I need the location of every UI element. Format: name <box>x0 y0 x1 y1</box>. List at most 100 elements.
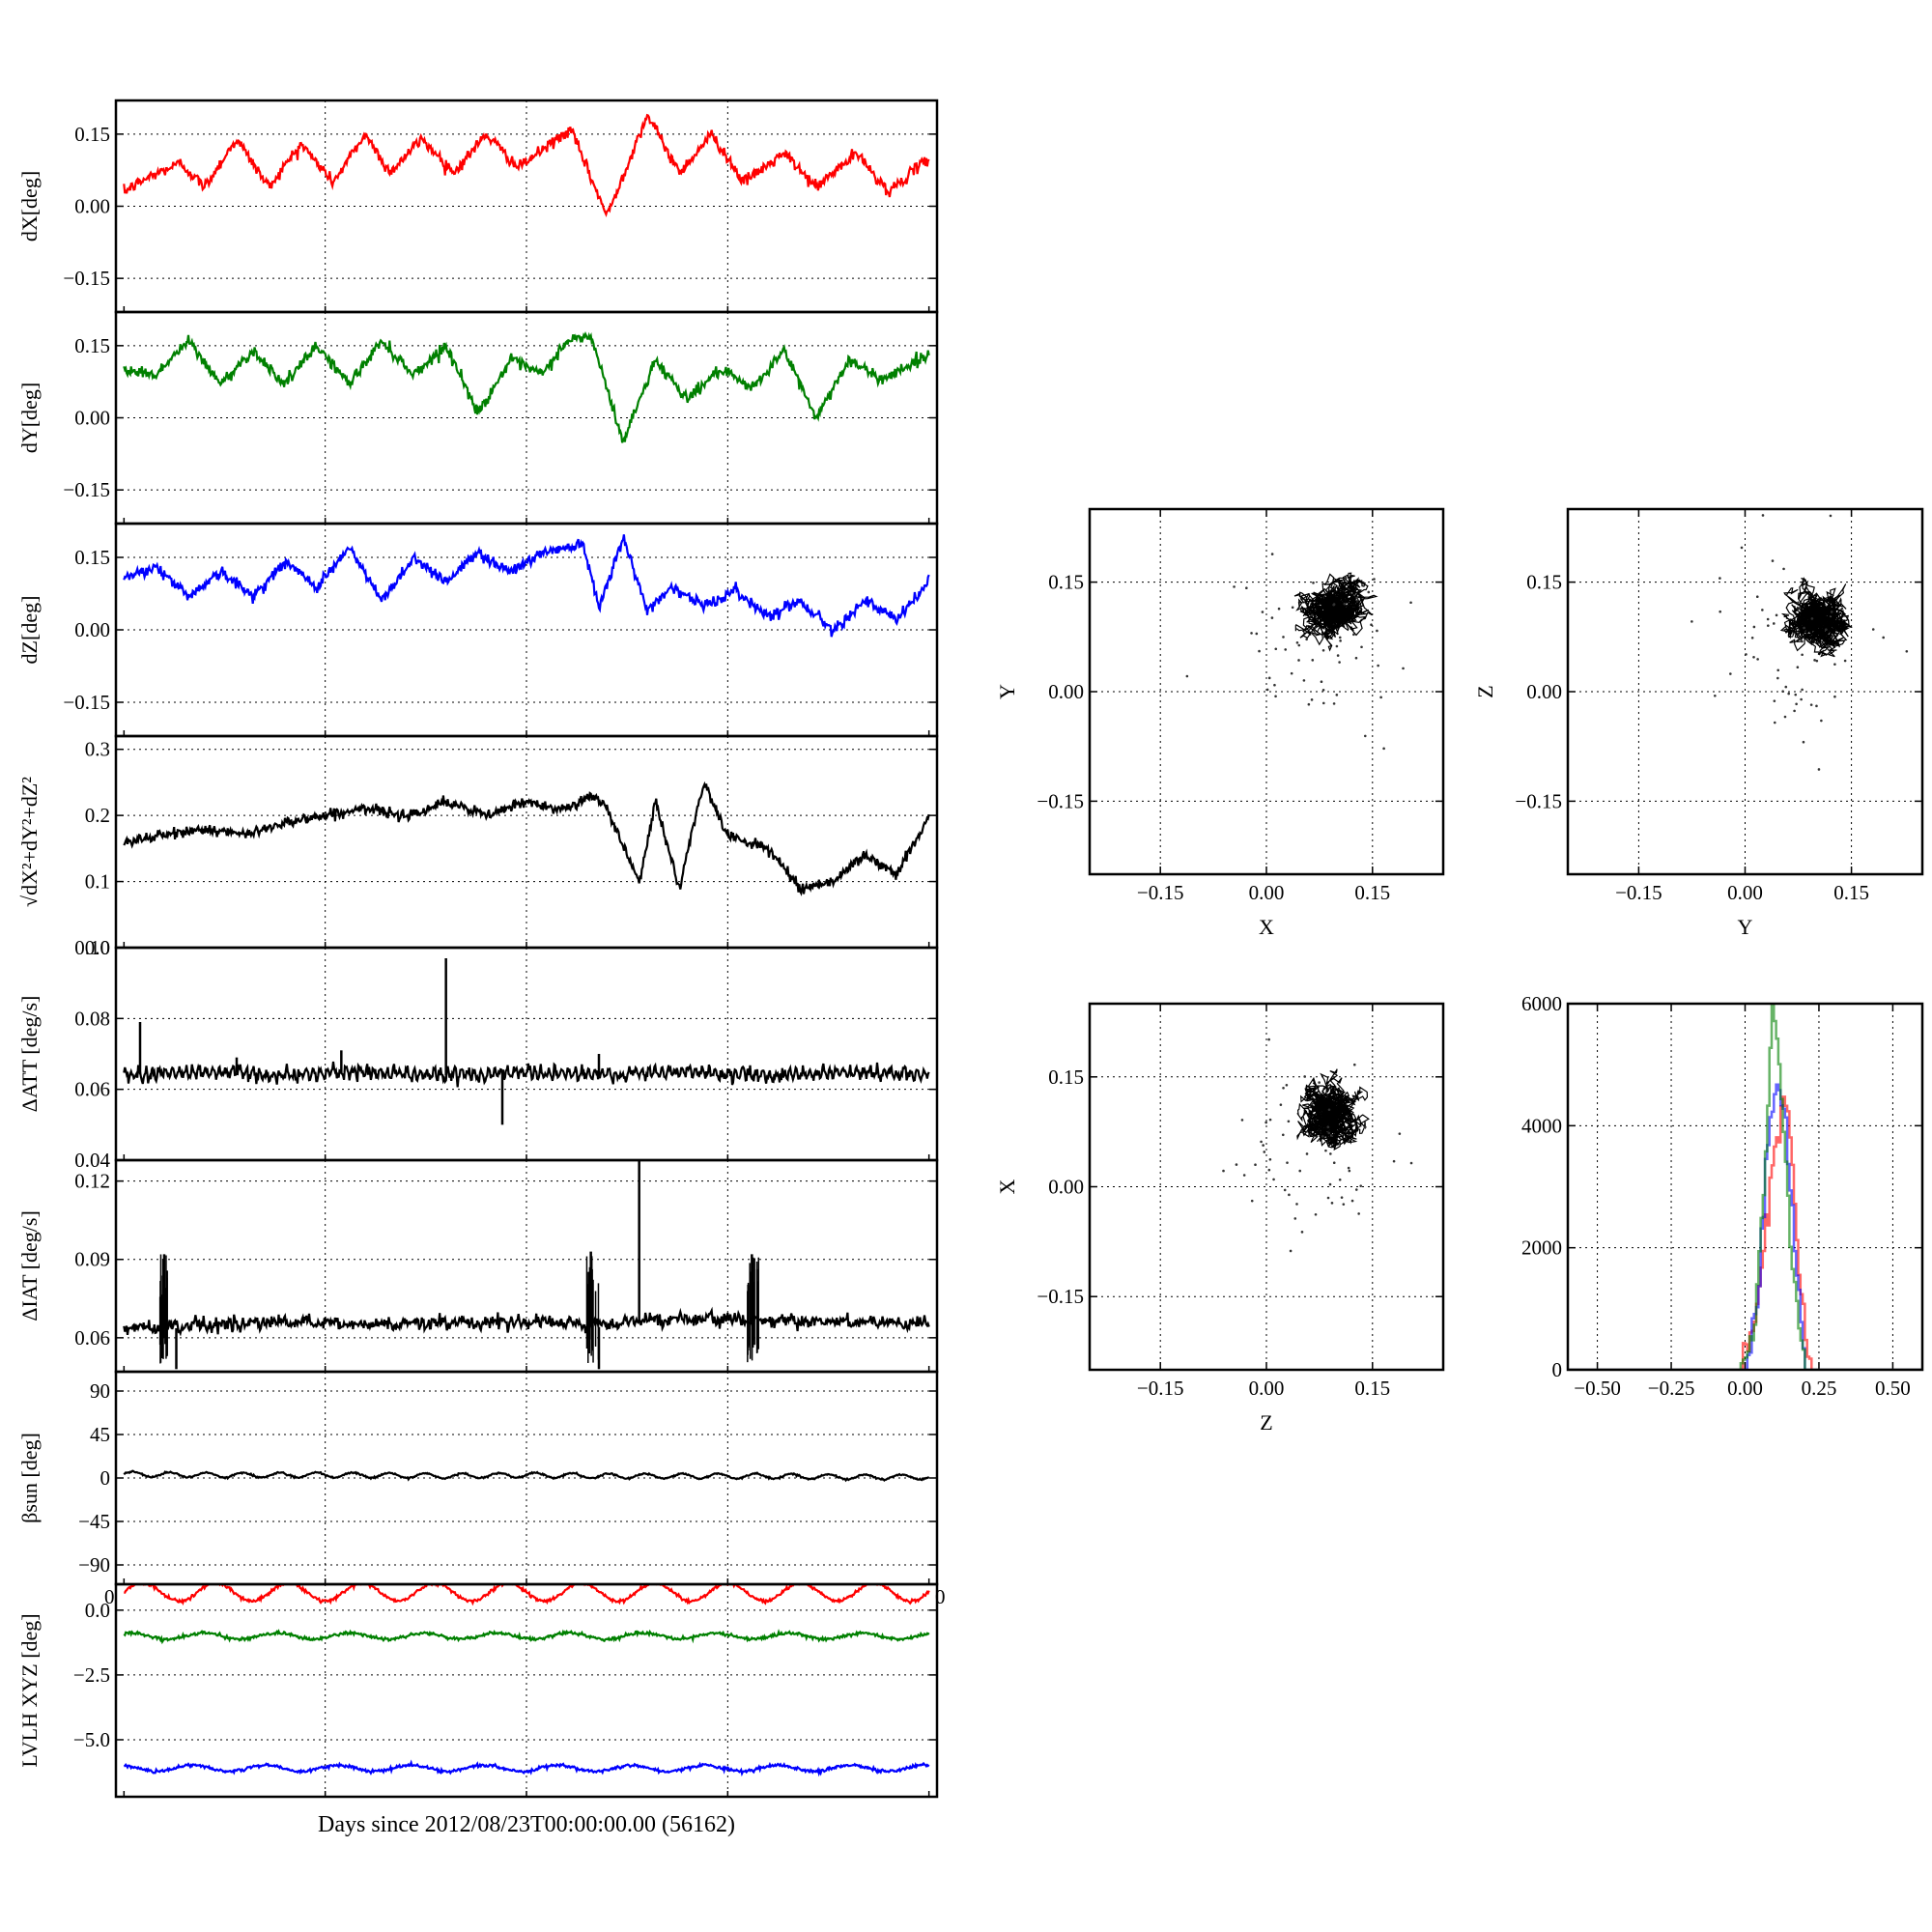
scatter-point-zx <box>1329 1134 1333 1137</box>
scatter-point-zx <box>1328 1182 1332 1186</box>
scatter-point-yz <box>1800 697 1803 701</box>
scatter-point-zx <box>1268 1118 1272 1122</box>
axes-frame-hist <box>1566 1002 1924 1372</box>
grid-dx <box>116 100 937 312</box>
scatter-point-zx <box>1305 1152 1309 1155</box>
scatter-point-xy <box>1291 606 1294 610</box>
scatter-point-yz <box>1833 695 1836 698</box>
scatter-point-yz <box>1787 692 1790 696</box>
y-tick-label: 0.00 <box>1048 1176 1084 1199</box>
scatter-point-xy <box>1311 613 1314 617</box>
scatter-point-yz <box>1832 635 1834 638</box>
scatter-point-xy <box>1332 603 1336 606</box>
y-tick-label: −0.15 <box>1037 789 1084 812</box>
scatter-point-yz <box>1803 626 1805 630</box>
scatter-point-zx <box>1357 1212 1360 1215</box>
scatter-point-yz <box>1815 704 1818 708</box>
scatter-point-yz <box>1905 649 1909 653</box>
series-line-lvlh-0 <box>124 1584 930 1606</box>
scatter-point-xy <box>1336 654 1340 657</box>
scatter-point-zx <box>1279 1103 1283 1106</box>
y-tick-label: 0.2 <box>85 804 110 827</box>
y-tick-label: −0.15 <box>63 478 110 501</box>
scatter-point-zx <box>1348 1169 1351 1173</box>
chart-dx: −0.15 0.00 0.15 dX[deg] <box>17 99 939 314</box>
figure-x-axis-label: Days since 2012/08/23T00:00:00.00 (56162… <box>318 1812 735 1837</box>
scatter-point-zx <box>1392 1159 1396 1163</box>
scatter-point-zx <box>1449 1065 1452 1067</box>
scatter-point-zx <box>1283 1188 1287 1192</box>
scatter-point-xy <box>1409 601 1412 605</box>
scatter-point-xy <box>1367 590 1371 594</box>
scatter-point-xy <box>1312 582 1315 584</box>
scatter-point-xy <box>1270 553 1274 555</box>
chart-hist: 0 2000 4000 6000 −0.50 −0.25 0.00 0.25 0.50 <box>1521 992 1924 1400</box>
plot-area-xy <box>1185 553 1412 751</box>
scatter-point-yz <box>1802 740 1805 744</box>
scatter-point-zx <box>1268 1157 1272 1161</box>
series-line-lvlh-1 <box>123 1629 930 1645</box>
y-tick-label: 0.10 <box>74 936 110 959</box>
scatter-point-yz <box>1775 613 1778 617</box>
scatter-point-xy <box>1297 643 1301 647</box>
plot-area-datt <box>123 958 930 1125</box>
y-tick-label: 0.00 <box>74 618 110 641</box>
y-tick-label: −90 <box>78 1553 110 1577</box>
scatter-point-xy <box>1302 679 1306 682</box>
x-tick-label: 0.25 <box>1802 1377 1837 1400</box>
scatter-point-zx <box>1288 1193 1291 1197</box>
scatter-point-zx <box>1324 1149 1327 1152</box>
scatter-point-xy <box>1305 638 1308 641</box>
scatter-trace-zx <box>1302 1076 1342 1122</box>
grid-xy <box>1090 509 1443 874</box>
scatter-point-yz <box>1773 699 1776 702</box>
axes-frame-xy <box>1088 507 1445 876</box>
grid-hist <box>1568 1003 1922 1371</box>
scatter-point-xy <box>1363 734 1367 738</box>
scatter-point-zx <box>1398 1132 1402 1135</box>
scatter-point-xy <box>1377 664 1379 668</box>
scatter-point-yz <box>1809 703 1813 706</box>
chart-diat: 0.06 0.09 0.12 ΔIAT [deg/s] <box>17 1158 939 1374</box>
scatter-trace-zx <box>1296 1106 1352 1141</box>
y-axis-label-lvlh: LVLH XYZ [deg] <box>17 1613 42 1767</box>
scatter-trace-xy <box>1295 592 1333 617</box>
scatter-point-zx <box>1364 1125 1367 1129</box>
scatter-point-xy <box>1258 649 1261 653</box>
y-axis-label-dz: dZ[deg] <box>17 596 42 665</box>
scatter-point-xy <box>1321 701 1325 705</box>
scatter-point-xy <box>1250 632 1253 635</box>
scatter-point-zx <box>1310 1102 1314 1106</box>
scatter-point-yz <box>1752 625 1756 629</box>
y-tick-label: 0.00 <box>74 195 110 218</box>
series-line-dx-0 <box>123 113 930 217</box>
scatter-point-yz <box>1776 668 1780 672</box>
y-tick-label: 0.0 <box>85 936 110 959</box>
y-tick-label: −0.15 <box>63 691 110 714</box>
scatter-point-zx <box>1314 1212 1318 1216</box>
series-line-dz-0 <box>123 534 930 638</box>
scatter-point-zx <box>1235 1163 1238 1166</box>
x-tick-label: −0.25 <box>1648 1377 1695 1400</box>
scatter-point-xy <box>1338 661 1341 664</box>
grid-zx <box>1090 1004 1443 1370</box>
grid-dz <box>116 524 937 736</box>
y-tick-label: −2.5 <box>73 1663 110 1687</box>
scatter-point-xy <box>1310 630 1314 634</box>
scatter-point-xy <box>1355 596 1359 600</box>
scatter-point-yz <box>1755 595 1759 599</box>
x-tick-label: 0.15 <box>1833 881 1869 904</box>
scatter-point-yz <box>1817 768 1821 771</box>
scatter-point-zx <box>1318 1081 1321 1084</box>
y-tick-label: 0.15 <box>74 334 110 357</box>
y-tick-label: 0.06 <box>74 1078 110 1101</box>
x-tick-label: −0.15 <box>1615 881 1662 904</box>
y-tick-label: 0 <box>1552 1358 1563 1381</box>
scatter-point-yz <box>1750 637 1754 639</box>
scatter-point-xy <box>1282 636 1285 639</box>
scatter-point-yz <box>1745 653 1747 656</box>
scatter-point-zx <box>1326 1196 1330 1200</box>
series-line-lvlh-2 <box>123 1759 930 1777</box>
x-tick-label: 0.00 <box>1249 1377 1285 1400</box>
y-axis-label-xy: Y <box>995 684 1019 699</box>
